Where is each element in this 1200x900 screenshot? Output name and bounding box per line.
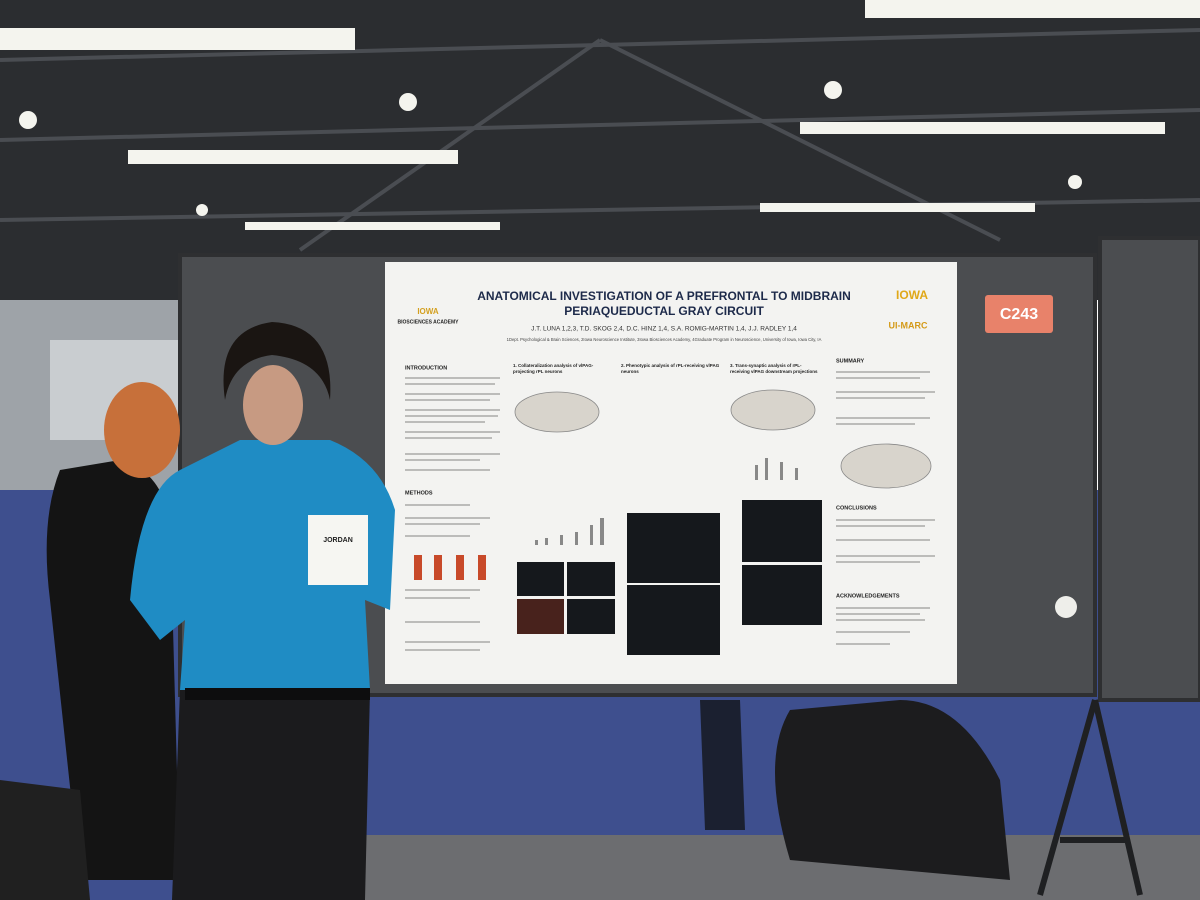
brain-diagrams <box>514 389 932 489</box>
panel-title: 1. Collateralization analysis of vlPAG- <box>513 363 594 368</box>
body-text-lines <box>405 371 935 651</box>
logo-right-top: IOWA <box>896 288 928 302</box>
shirt <box>130 440 395 690</box>
person-behind <box>700 700 745 830</box>
ceiling-lights <box>0 0 1200 333</box>
name-badge <box>308 515 368 585</box>
board-number: C243 <box>1000 306 1038 323</box>
belt <box>185 688 370 700</box>
poster-title: PERIAQUEDUCTAL GRAY CIRCUIT <box>564 304 764 318</box>
board-stand <box>1037 699 1143 896</box>
panel-title: 2. Phenotypic analysis of rPL-receiving … <box>621 363 720 368</box>
pants <box>172 690 370 900</box>
logo-left-top: IOWA <box>417 307 439 316</box>
face <box>243 365 303 445</box>
poster-title: ANATOMICAL INVESTIGATION OF A PREFRONTAL… <box>477 289 851 303</box>
micrograph-tint <box>517 599 564 634</box>
section-heading: INTRODUCTION <box>405 365 447 371</box>
bar-figures <box>535 458 798 545</box>
panel-title: neurons <box>621 369 639 374</box>
floor <box>330 835 1200 900</box>
hair <box>104 382 180 478</box>
board-number-tag <box>985 295 1053 333</box>
poster-board-right <box>1098 236 1200 702</box>
backpack <box>0 780 90 900</box>
panel-title: receiving vlPAG downstream projections <box>730 369 818 374</box>
person-kneeling <box>775 700 1010 880</box>
bar-chart-markers <box>414 555 486 580</box>
panel-title: projecting rPL neurons <box>513 369 563 374</box>
badge-name: JORDAN <box>323 537 353 544</box>
authors: J.T. LUNA 1,2,3, T.D. SKOG 2,4, D.C. HIN… <box>531 326 797 333</box>
section-heading: SUMMARY <box>836 358 865 364</box>
section-heading: ACKNOWLEDGEMENTS <box>836 593 900 599</box>
hair <box>223 322 331 400</box>
section-heading: METHODS <box>405 490 433 496</box>
logo-right-bottom: UI-MARC <box>889 320 928 330</box>
panel-title: 3. Trans-synaptic analysis of rPL- <box>730 363 802 368</box>
section-heading: CONCLUSIONS <box>836 505 877 511</box>
affiliation: 1Dept. Psychological & Brain Sciences, 2… <box>507 337 822 342</box>
logo-left-bottom: BIOSCIENCES ACADEMY <box>398 319 460 325</box>
cup <box>1055 596 1077 618</box>
